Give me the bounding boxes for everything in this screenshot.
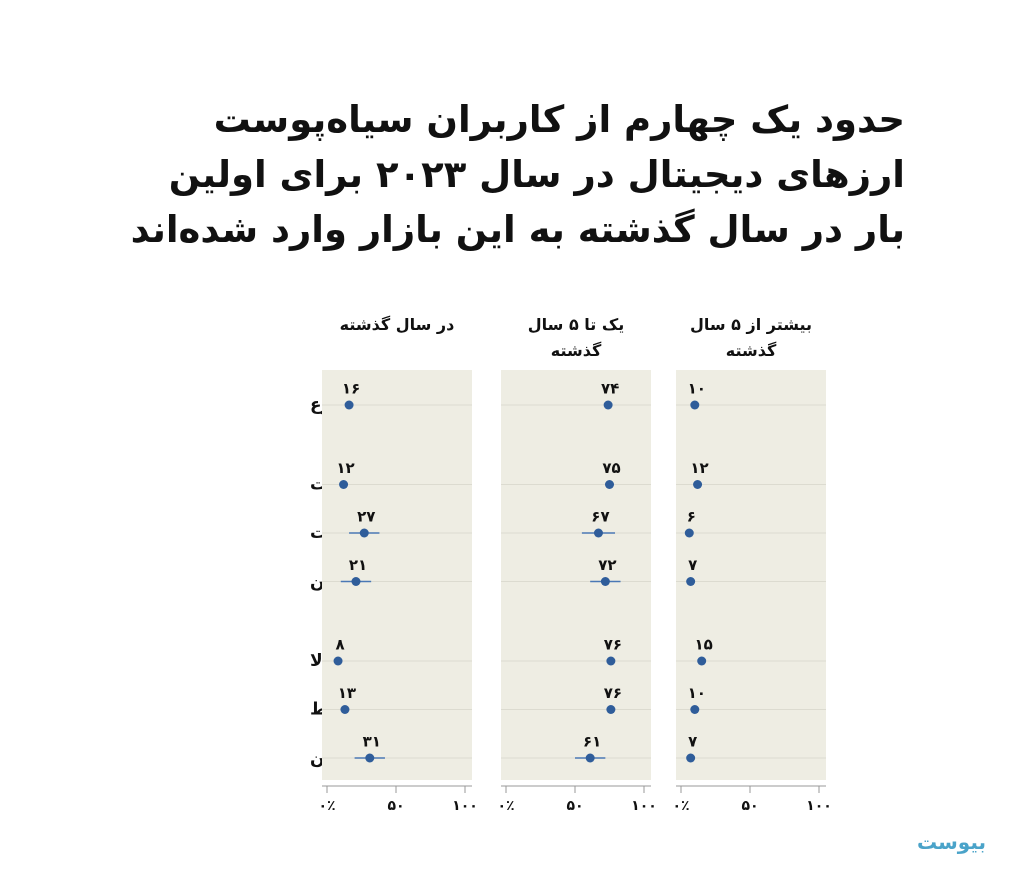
- dot: [600, 577, 610, 586]
- value-label: ۱۶: [342, 380, 360, 398]
- dot: [603, 400, 613, 410]
- logo: بیوست: [916, 830, 986, 854]
- x-tick-label: ۱۰۰: [631, 798, 657, 814]
- value-label: ۷۴: [601, 380, 619, 398]
- value-label: ۱۰: [688, 380, 706, 398]
- value-label: ۱۵: [695, 636, 713, 654]
- value-label: ۷۵: [602, 459, 620, 477]
- dot: [333, 656, 343, 666]
- dot: [686, 753, 696, 763]
- panel-header: یک تا ۵ سال گذشته: [527, 315, 625, 360]
- panel-background: [676, 370, 826, 780]
- x-tick-label: ۰٪: [672, 798, 689, 814]
- value-label: ۶: [687, 508, 696, 526]
- x-tick-label: ۵۰: [741, 798, 758, 814]
- x-tick-label: ۱۰۰: [452, 798, 478, 814]
- dot: [697, 656, 707, 666]
- x-tick-label: ۵۰: [566, 798, 583, 814]
- value-label: ۱۳: [338, 684, 356, 702]
- value-label: ۶۷: [591, 508, 609, 526]
- value-label: ۱۰: [688, 684, 706, 702]
- dot: [686, 577, 696, 586]
- x-tick-label: ۱۰۰: [806, 798, 832, 814]
- value-label: ۷۶: [604, 684, 622, 702]
- dot: [344, 400, 354, 410]
- value-label: ۷۶: [604, 636, 622, 654]
- value-label: ۷۲: [598, 556, 616, 574]
- panel-header: بیشتر از ۵ سال گذشته: [689, 315, 813, 360]
- dot: [585, 753, 595, 763]
- dot: [340, 705, 350, 714]
- dot: [690, 705, 700, 714]
- dot: [606, 705, 616, 714]
- x-tick-label: ۰٪: [497, 798, 514, 814]
- panel-background: [322, 370, 472, 780]
- value-label: ۶۱: [583, 733, 601, 751]
- value-label: ۲۱: [349, 556, 367, 574]
- dot: [593, 528, 603, 538]
- dot: [365, 753, 375, 763]
- value-label: ۳۱: [363, 733, 381, 751]
- value-label: ۸: [335, 636, 344, 654]
- panel-header: در سال گذشته: [339, 315, 455, 334]
- dot: [351, 577, 361, 586]
- dot: [605, 480, 614, 489]
- value-label: ۷: [688, 556, 697, 574]
- dot: [359, 528, 369, 538]
- chart-title: حدود یک چهارم از کاربران سیاه‌پوست ارزها…: [130, 98, 905, 251]
- dot: [606, 656, 616, 666]
- value-label: ۱۲: [336, 459, 354, 477]
- value-label: ۱۲: [690, 459, 708, 477]
- dot: [693, 480, 703, 489]
- value-label: ۲۷: [357, 508, 375, 526]
- x-tick-label: ۵۰: [387, 798, 404, 814]
- dot: [339, 480, 349, 489]
- panel-background: [501, 370, 651, 780]
- dot: [690, 400, 700, 410]
- x-tick-label: ۰٪: [318, 798, 335, 814]
- dot: [684, 528, 694, 538]
- value-label: ۷: [688, 733, 697, 751]
